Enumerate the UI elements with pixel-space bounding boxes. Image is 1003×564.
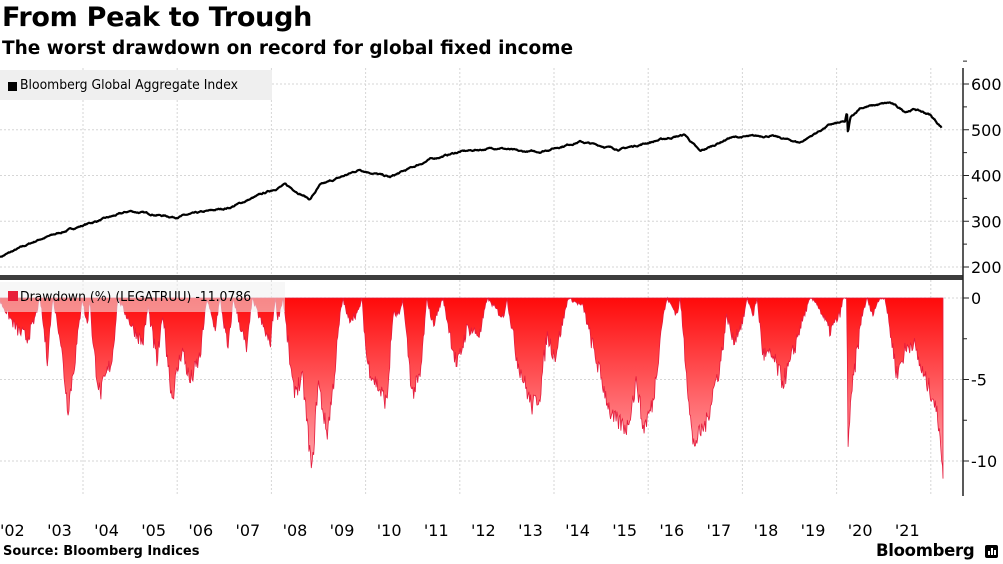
x-tick-label: '12	[471, 521, 496, 540]
x-tick-label: '03	[47, 521, 72, 540]
drawdown-legend-label: Drawdown (%) (LEGATRUU) -11.0786	[20, 289, 251, 305]
x-tick-label: '16	[659, 521, 684, 540]
index-line	[0, 101, 943, 259]
y-tick-label: 500	[971, 121, 1002, 140]
legend-swatch-black	[8, 82, 17, 91]
drawdown-legend-name: Drawdown (%) (LEGATRUU)	[20, 289, 192, 305]
x-tick-label: '05	[141, 521, 166, 540]
x-tick-label: '08	[283, 521, 308, 540]
legend-swatch-red	[8, 291, 18, 301]
x-tick-label: '21	[895, 521, 920, 540]
x-tick-label: '13	[518, 521, 543, 540]
source-note: Source: Bloomberg Indices	[3, 544, 200, 559]
gridlines	[0, 68, 963, 495]
y-tick-label: 0	[971, 289, 981, 308]
x-tick-label: '07	[235, 521, 260, 540]
bloomberg-logo: Bloomberg	[876, 541, 975, 560]
drawdown-area	[0, 296, 944, 479]
y-tick-label: 600	[971, 75, 1002, 94]
x-tick-label: '18	[754, 521, 779, 540]
drawdown-legend: Drawdown (%) (LEGATRUU) -11.0786	[0, 282, 285, 312]
x-tick-label: '02	[0, 521, 25, 540]
x-tick-label: '20	[848, 521, 873, 540]
bloomberg-chart-icon	[985, 545, 998, 558]
x-tick-label: '14	[565, 521, 590, 540]
panel-separator	[0, 275, 963, 280]
y-tick-label: 300	[971, 212, 1002, 231]
chart-subtitle: The worst drawdown on record for global …	[2, 38, 574, 59]
x-tick-label: '19	[801, 521, 826, 540]
index-legend-label: Bloomberg Global Aggregate Index	[20, 77, 238, 93]
index-legend: Bloomberg Global Aggregate Index	[0, 70, 272, 100]
x-tick-label: '06	[188, 521, 213, 540]
y-tick-label: 400	[971, 167, 1002, 186]
drawdown-last-value: -11.0786	[195, 289, 252, 305]
x-tick-label: '11	[424, 521, 449, 540]
y-tick-label: -10	[971, 452, 997, 471]
x-tick-label: '04	[94, 521, 119, 540]
chart-title: From Peak to Trough	[2, 2, 313, 33]
x-tick-label: '10	[377, 521, 402, 540]
y-tick-label: -5	[971, 371, 987, 390]
x-tick-label: '15	[612, 521, 637, 540]
x-tick-label: '17	[706, 521, 731, 540]
y-tick-label: 200	[971, 258, 1002, 277]
x-tick-label: '09	[330, 521, 355, 540]
